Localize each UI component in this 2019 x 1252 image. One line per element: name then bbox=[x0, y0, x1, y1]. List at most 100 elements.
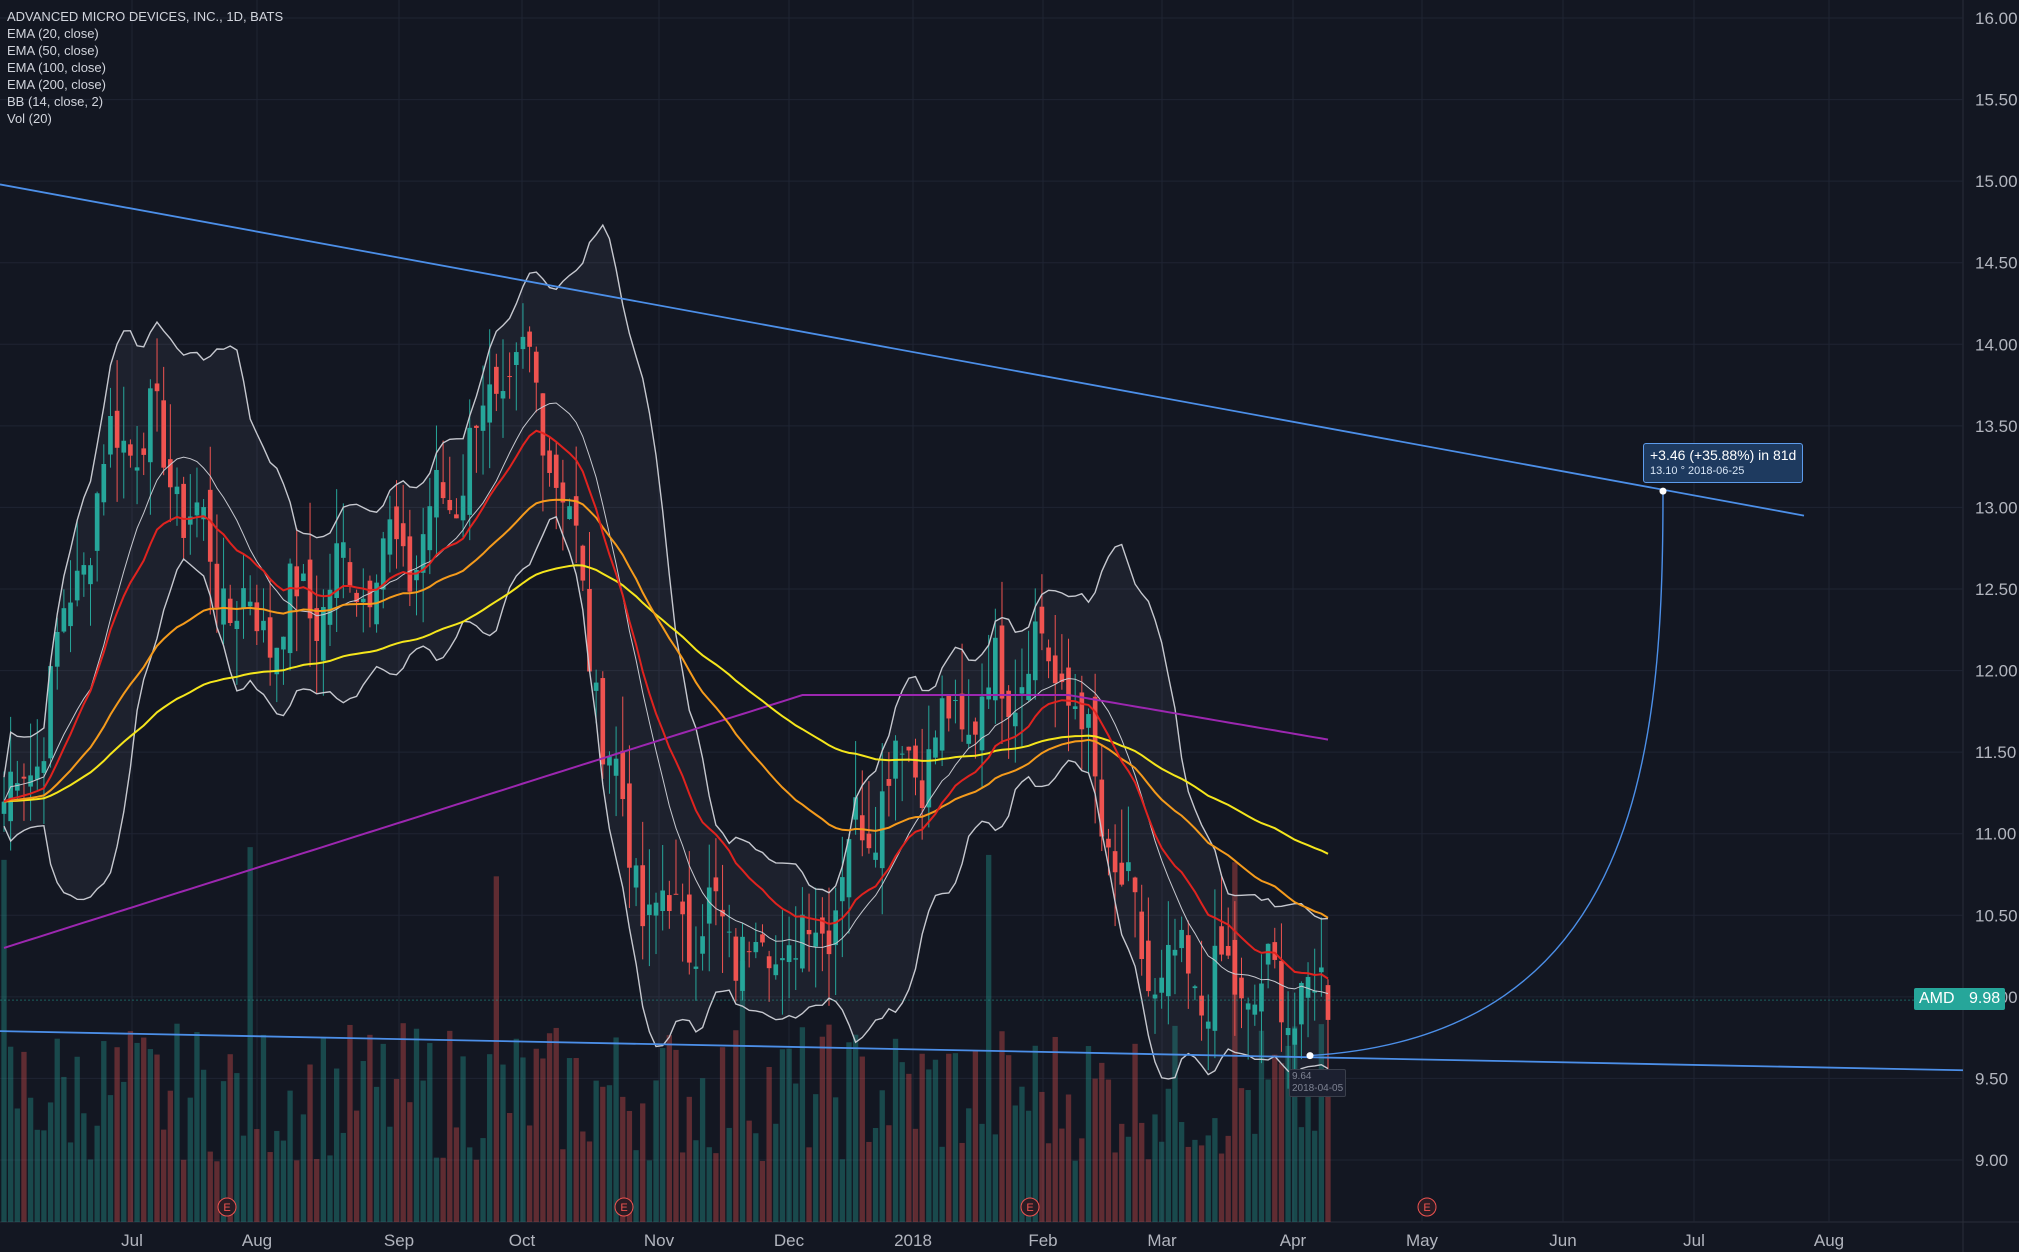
volume-bar bbox=[214, 1161, 220, 1222]
volume-bar bbox=[427, 1043, 433, 1222]
legend-ema50[interactable]: EMA (50, close) bbox=[7, 43, 99, 58]
candle-body bbox=[274, 647, 280, 675]
candle-body bbox=[1046, 647, 1051, 662]
candle-body bbox=[174, 486, 180, 495]
candle-body bbox=[933, 737, 938, 758]
candle-body bbox=[567, 506, 572, 520]
volume-bar bbox=[766, 1066, 772, 1222]
candle-body bbox=[214, 563, 220, 608]
y-tick-label: 9.50 bbox=[1975, 1069, 2008, 1088]
volume-bar bbox=[1025, 1110, 1032, 1222]
earnings-marker-label: E bbox=[1026, 1202, 1033, 1214]
volume-bar bbox=[839, 1159, 845, 1222]
candle-body bbox=[301, 573, 306, 582]
candle-body bbox=[1285, 1027, 1291, 1036]
candle-body bbox=[1172, 949, 1178, 956]
y-tick-label: 12.00 bbox=[1975, 662, 2018, 681]
candle-body bbox=[607, 756, 612, 766]
volume-bar bbox=[121, 1081, 127, 1222]
volume-bar bbox=[1085, 1046, 1092, 1222]
candle-body bbox=[1006, 690, 1011, 718]
legend-ema100[interactable]: EMA (100, close) bbox=[7, 60, 106, 75]
volume-bar bbox=[1325, 1096, 1331, 1222]
candle-body bbox=[68, 602, 73, 627]
volume-bar bbox=[1318, 1024, 1325, 1222]
volume-bar bbox=[433, 1157, 440, 1222]
legend-ema200[interactable]: EMA (200, close) bbox=[7, 77, 106, 92]
earnings-marker bbox=[217, 1197, 237, 1217]
candle-body bbox=[474, 425, 479, 428]
cursor-price: 9.64 bbox=[1292, 1071, 1312, 1082]
volume-bar bbox=[979, 1123, 985, 1222]
volume-bar bbox=[726, 1127, 732, 1222]
candle-body bbox=[1205, 1021, 1211, 1029]
legend-title: ADVANCED MICRO DEVICES, INC., 1D, BATS bbox=[7, 9, 284, 24]
volume-bar bbox=[719, 1047, 726, 1222]
volume-bar bbox=[274, 1130, 280, 1222]
volume-bar bbox=[260, 1034, 267, 1222]
candle-body bbox=[314, 608, 320, 641]
candle-body bbox=[1119, 862, 1125, 885]
candle-body bbox=[1212, 945, 1218, 1031]
candle-body bbox=[1245, 1003, 1251, 1010]
x-tick-label: Jul bbox=[121, 1231, 143, 1250]
candle-body bbox=[600, 678, 606, 765]
volume-bar bbox=[1258, 1030, 1265, 1222]
volume-bar bbox=[134, 1042, 140, 1222]
candle-body bbox=[1139, 911, 1145, 960]
volume-bar bbox=[1139, 1122, 1145, 1222]
volume-bar bbox=[1178, 1122, 1185, 1222]
volume-bar bbox=[227, 1054, 233, 1222]
volume-bar bbox=[1019, 1086, 1025, 1222]
candle-body bbox=[800, 914, 805, 969]
volume-bar bbox=[1005, 1055, 1012, 1222]
volume-bar bbox=[500, 1064, 506, 1222]
volume-bar bbox=[234, 1073, 240, 1222]
volume-bar bbox=[992, 1134, 998, 1222]
measure-start-point bbox=[1306, 1052, 1314, 1060]
candle-body bbox=[440, 482, 446, 499]
volume-bar bbox=[646, 1160, 653, 1222]
candle-body bbox=[627, 783, 632, 868]
candle-body bbox=[500, 391, 506, 399]
candle-body bbox=[720, 909, 725, 917]
chart-legend: ADVANCED MICRO DEVICES, INC., 1D, BATS E… bbox=[7, 8, 283, 127]
volume-bar bbox=[799, 1027, 806, 1222]
measure-change: +3.46 (+35.88%) in 81d bbox=[1650, 447, 1797, 463]
volume-bar bbox=[1159, 1141, 1165, 1222]
candle-body bbox=[979, 696, 985, 751]
volume-bar bbox=[952, 1053, 959, 1222]
candle-body bbox=[740, 936, 745, 991]
candle-body bbox=[560, 482, 566, 503]
candle-body bbox=[360, 598, 366, 603]
volume-bar bbox=[141, 1037, 147, 1222]
volume-bar bbox=[866, 1141, 872, 1222]
volume-bar bbox=[946, 1053, 952, 1222]
candle-body bbox=[168, 459, 173, 488]
candle-body bbox=[247, 601, 253, 607]
volume-bar bbox=[586, 1141, 593, 1222]
ema-50-line bbox=[3, 498, 1329, 919]
candle-body bbox=[1165, 944, 1171, 997]
candle-body bbox=[427, 506, 433, 551]
candle-body bbox=[673, 893, 679, 895]
volume-bar bbox=[593, 1080, 599, 1222]
volume-bar bbox=[1252, 1133, 1258, 1222]
volume-bar bbox=[739, 960, 746, 1222]
legend-volume[interactable]: Vol (20) bbox=[7, 111, 52, 126]
legend-bollinger[interactable]: BB (14, close, 2) bbox=[7, 94, 104, 109]
candle-body bbox=[846, 839, 852, 898]
volume-bar bbox=[1092, 1078, 1098, 1222]
candle-body bbox=[573, 496, 579, 526]
candle-body bbox=[766, 956, 772, 969]
candle-body bbox=[806, 929, 812, 935]
volume-bar bbox=[81, 1113, 87, 1222]
candle-body bbox=[108, 416, 113, 455]
candle-body bbox=[926, 749, 932, 808]
volume-bar bbox=[1165, 1088, 1171, 1222]
candle-body bbox=[1292, 1028, 1298, 1045]
legend-ema20[interactable]: EMA (20, close) bbox=[7, 26, 99, 41]
candle-body bbox=[354, 592, 359, 603]
